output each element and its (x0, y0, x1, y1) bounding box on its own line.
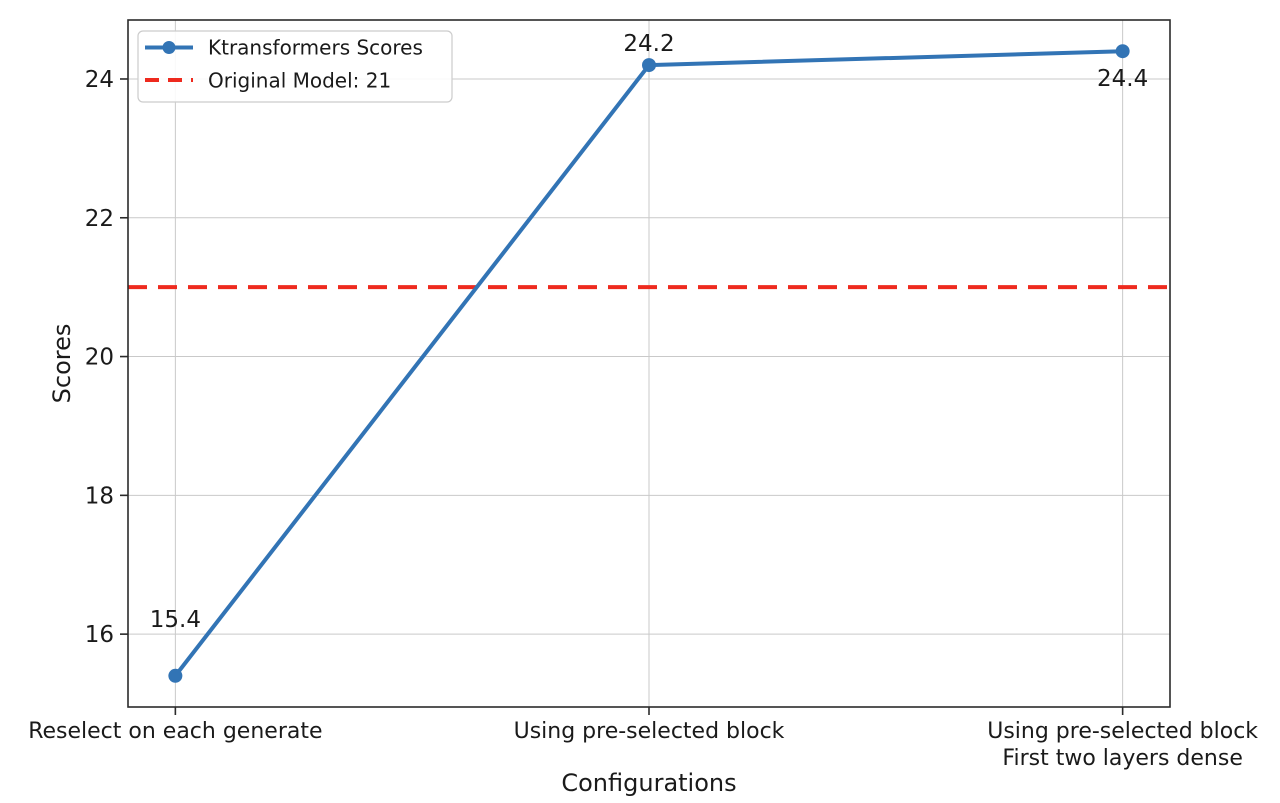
data-point-marker (642, 58, 656, 73)
legend-marker-sample (162, 41, 176, 54)
y-tick-label: 22 (85, 206, 114, 232)
data-label: 24.2 (623, 31, 674, 57)
x-tick-label: Using pre-selected block (987, 719, 1258, 744)
data-label: 15.4 (150, 607, 201, 633)
x-axis-label: Configurations (561, 769, 736, 797)
y-tick-label: 16 (85, 622, 114, 648)
y-tick-label: 18 (85, 483, 114, 509)
y-tick-label: 20 (85, 345, 114, 371)
y-axis-label: Scores (48, 324, 76, 404)
legend-label: Ktransformers Scores (208, 36, 423, 60)
legend-label: Original Model: 21 (208, 69, 391, 93)
x-tick-label: First two layers dense (1002, 746, 1242, 771)
x-tick-label: Using pre-selected block (514, 719, 785, 744)
data-point-marker (168, 668, 183, 683)
data-point-marker (1115, 44, 1130, 59)
data-label: 24.4 (1097, 66, 1148, 92)
legend-box (137, 30, 453, 103)
y-tick-label: 24 (85, 67, 114, 93)
x-tick-label: Reselect on each generate (28, 719, 322, 744)
